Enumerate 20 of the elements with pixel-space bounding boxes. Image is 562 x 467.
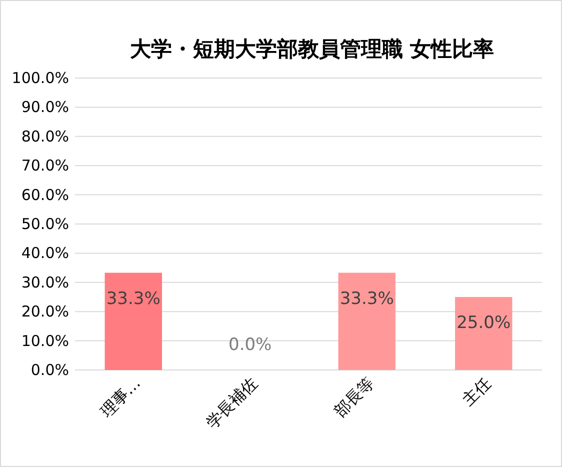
y-tick-label: 100.0% (12, 69, 69, 87)
y-tick-label: 50.0% (21, 215, 69, 233)
y-tick-label: 70.0% (21, 156, 69, 175)
y-tick-label: 40.0% (21, 244, 69, 262)
y-tick-label: 60.0% (21, 186, 69, 204)
y-tick-label: 90.0% (21, 98, 69, 116)
x-tick-label: 主任 (458, 373, 494, 410)
data-label: 33.3% (340, 288, 394, 309)
y-tick-label: 10.0% (21, 332, 69, 350)
data-label: 25.0% (456, 313, 511, 333)
y-tick-label: 0.0% (30, 361, 69, 379)
y-tick-label: 30.0% (21, 273, 69, 292)
chart-title: 大学・短期大学部教員管理職 女性比率 (130, 37, 494, 61)
data-label: 0.0% (228, 335, 272, 355)
x-tick-label: 理事… (96, 373, 144, 421)
x-tick-label: 部長等 (330, 373, 378, 421)
data-label: 33.3% (106, 288, 160, 309)
x-tick-label: 学長補佐 (202, 373, 261, 432)
y-tick-label: 80.0% (21, 127, 69, 146)
y-tick-label: 20.0% (21, 302, 69, 321)
